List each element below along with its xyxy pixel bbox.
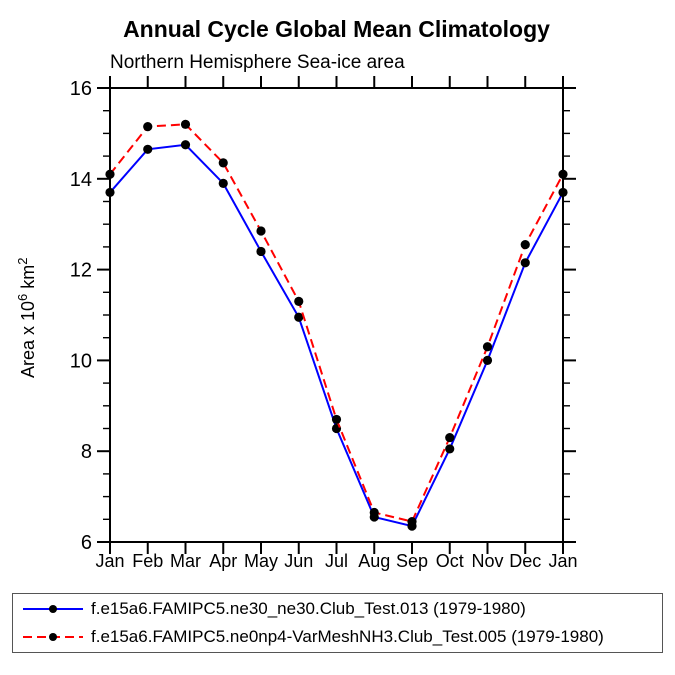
data-point-marker <box>218 158 228 168</box>
series-line-1 <box>109 123 564 523</box>
legend-line-sample-dashed <box>23 633 83 641</box>
y-tick-label: 12 <box>70 260 92 282</box>
legend-line-sample-solid <box>23 605 83 613</box>
data-point-marker <box>482 342 493 352</box>
data-point-marker <box>218 178 228 188</box>
chart-title: Annual Cycle Global Mean Climatology <box>123 16 550 42</box>
y-tick-label: 6 <box>81 532 92 554</box>
data-point-marker <box>294 312 304 322</box>
chart-subtitle: Northern Hemisphere Sea-ice area <box>110 52 405 73</box>
x-tick-label: Jul <box>325 551 348 571</box>
y-axis-title: Area x 106 km2 <box>15 257 38 378</box>
x-tick-label: Oct <box>436 551 464 571</box>
y-tick-label: 8 <box>81 441 92 463</box>
y-axis-title-text: Area x 106 km2 <box>15 257 38 378</box>
x-tick-label: Jan <box>95 551 124 571</box>
legend-item-1: f.e15a6.FAMIPC5.ne0np4-VarMeshNH3.Club_T… <box>13 623 662 651</box>
legend-label-1: f.e15a6.FAMIPC5.ne0np4-VarMeshNH3.Club_T… <box>91 627 604 646</box>
data-point-marker <box>180 140 191 150</box>
data-point-marker <box>105 187 115 198</box>
y-tick-label: 16 <box>70 78 92 100</box>
data-point-marker <box>369 507 379 518</box>
x-tick-label: May <box>244 551 278 571</box>
x-tick-label: Sep <box>396 551 428 571</box>
data-point-marker <box>294 296 304 306</box>
x-tick-label: Feb <box>132 551 163 571</box>
x-tick-label: Nov <box>471 551 503 571</box>
data-point-marker <box>105 169 115 179</box>
series-line-0 <box>109 143 564 528</box>
data-point-marker <box>558 169 568 179</box>
legend-marker-icon <box>49 605 57 613</box>
plot-frame-rect <box>109 87 564 543</box>
data-point-marker <box>143 144 153 154</box>
data-point-marker <box>256 226 266 236</box>
x-tick-label: Aug <box>358 551 390 571</box>
x-tick-label: Mar <box>170 551 201 571</box>
data-point-marker <box>331 414 342 425</box>
x-tick-label: Jan <box>548 551 577 571</box>
y-axis-labels: 6 8 10 12 14 16 <box>70 78 92 554</box>
legend-label-0: f.e15a6.FAMIPC5.ne30_ne30.Club_Test.013 … <box>91 599 526 618</box>
legend-item-0: f.e15a6.FAMIPC5.ne30_ne30.Club_Test.013 … <box>13 595 662 623</box>
data-series <box>105 119 568 531</box>
plot-frame <box>109 87 564 543</box>
y-tick-label: 14 <box>70 169 92 191</box>
x-axis-labels: Jan Feb Mar Apr May Jun Jul Aug Sep Oct Nov Dec Jan <box>95 551 577 571</box>
x-tick-label: Dec <box>509 551 541 571</box>
axis-ticks <box>97 76 576 554</box>
plot-area: Jan Feb Mar Apr May Jun Jul Aug Sep Oct Nov Dec Jan … <box>15 76 578 571</box>
data-point-marker <box>520 258 530 268</box>
data-point-marker <box>256 246 266 257</box>
y-tick-label: 10 <box>70 350 92 372</box>
data-point-marker <box>520 240 530 250</box>
data-point-marker <box>445 444 455 454</box>
data-point-marker <box>180 119 191 129</box>
data-point-marker <box>143 121 153 132</box>
legend-marker-icon <box>49 633 57 641</box>
x-tick-label: Apr <box>209 551 237 571</box>
data-point-marker <box>407 516 417 527</box>
data-point-marker <box>558 187 568 198</box>
legend: f.e15a6.FAMIPC5.ne30_ne30.Club_Test.013 … <box>12 593 663 653</box>
data-point-marker <box>482 355 493 365</box>
data-point-marker <box>445 432 455 443</box>
x-tick-label: Jun <box>284 551 313 571</box>
